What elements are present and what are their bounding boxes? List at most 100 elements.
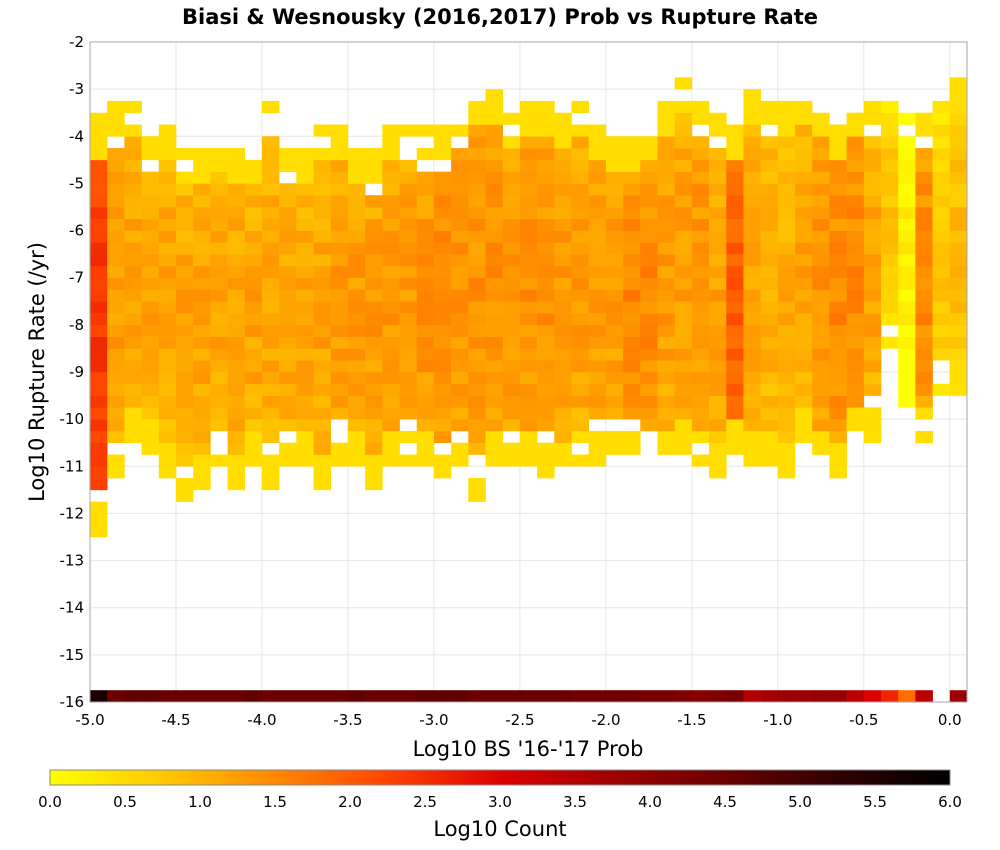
heatmap-cell	[365, 466, 383, 479]
heatmap-cell	[881, 112, 899, 125]
heatmap-cell	[347, 159, 366, 172]
heatmap-cell	[347, 218, 366, 231]
heatmap-cell	[519, 360, 538, 373]
heatmap-cell	[881, 207, 899, 220]
heatmap-cell	[743, 454, 761, 467]
heatmap-cell	[468, 100, 486, 114]
heatmap-cell	[846, 254, 865, 267]
heatmap-cell	[433, 466, 452, 479]
heatmap-cell	[777, 159, 796, 172]
heatmap-cell	[846, 148, 865, 161]
heatmap-cell	[124, 372, 142, 385]
heatmap-cell	[795, 195, 813, 208]
heatmap-cell	[537, 124, 555, 137]
heatmap-cell	[777, 324, 796, 337]
heatmap-cell	[210, 254, 228, 267]
heatmap-cell	[451, 148, 469, 161]
heatmap-cell	[107, 324, 125, 337]
heatmap-cell	[571, 183, 589, 196]
heatmap-cell	[90, 183, 108, 196]
heatmap-cell	[313, 372, 332, 385]
heatmap-cell	[468, 407, 486, 420]
heatmap-cell	[640, 395, 658, 408]
heatmap-cell	[932, 148, 951, 161]
heatmap-cell	[605, 277, 624, 290]
heatmap-cell	[382, 313, 400, 326]
heatmap-cell	[107, 466, 125, 479]
heatmap-cell	[743, 124, 761, 137]
heatmap-cell	[657, 112, 675, 125]
heatmap-cell	[193, 230, 211, 243]
heatmap-cell	[537, 218, 555, 231]
heatmap-cell	[605, 242, 624, 255]
heatmap-cell	[915, 195, 933, 208]
heatmap-cell	[829, 254, 847, 267]
heatmap-cell	[537, 183, 555, 196]
y-tick-label: -16	[60, 693, 85, 711]
heatmap-cell	[261, 372, 280, 385]
heatmap-cell	[347, 324, 366, 337]
heatmap-cell	[416, 148, 435, 161]
heatmap-cell	[829, 419, 847, 432]
heatmap-cell	[760, 100, 779, 114]
heatmap-cell	[846, 395, 865, 408]
heatmap-cell	[812, 171, 830, 184]
heatmap-cell	[640, 265, 658, 279]
heatmap-cell	[433, 407, 452, 420]
heatmap-cell	[158, 360, 177, 373]
heatmap-cell	[107, 148, 125, 161]
heatmap-cell	[519, 372, 538, 385]
heatmap-cell	[502, 242, 521, 255]
heatmap-cell	[709, 466, 727, 479]
heatmap-cell	[433, 148, 452, 161]
heatmap-cell	[210, 324, 228, 337]
heatmap-cell	[347, 336, 366, 349]
heatmap-cell	[451, 124, 469, 137]
heatmap-cell	[519, 136, 538, 149]
heatmap-cell	[795, 407, 813, 420]
heatmap-cell	[760, 136, 779, 149]
heatmap-cell	[485, 207, 504, 220]
heatmap-cell	[227, 383, 246, 396]
heatmap-cell	[898, 159, 916, 172]
heatmap-cell	[365, 313, 383, 326]
heatmap-cell	[588, 124, 607, 137]
heatmap-cell	[296, 454, 314, 467]
heatmap-cell	[451, 419, 469, 432]
heatmap-cell	[846, 159, 865, 172]
heatmap-cell	[451, 195, 469, 208]
heatmap-cell	[657, 183, 675, 196]
heatmap-cell	[227, 419, 246, 432]
heatmap-cell	[915, 218, 933, 231]
heatmap-cell	[812, 277, 830, 290]
zero-rate-cell	[313, 690, 332, 703]
heatmap-cell	[537, 336, 555, 349]
heatmap-cell	[691, 148, 710, 161]
zero-rate-cell	[175, 690, 194, 703]
heatmap-cell	[279, 254, 297, 267]
heatmap-cell	[537, 324, 555, 337]
heatmap-cell	[863, 100, 882, 114]
heatmap-cell	[175, 383, 194, 396]
heatmap-cell	[519, 183, 538, 196]
heatmap-cell	[915, 313, 933, 326]
heatmap-cell	[296, 277, 314, 290]
heatmap-cell	[365, 195, 383, 208]
heatmap-cell	[399, 372, 418, 385]
heatmap-cell	[124, 218, 142, 231]
heatmap-cell	[347, 265, 366, 279]
heatmap-cell	[502, 254, 521, 267]
heatmap-cell	[347, 254, 366, 267]
heatmap-cell	[537, 301, 555, 314]
heatmap-cell	[915, 242, 933, 255]
heatmap-cell	[502, 171, 521, 184]
heatmap-cell	[468, 360, 486, 373]
heatmap-cell	[829, 242, 847, 255]
heatmap-cell	[107, 383, 125, 396]
heatmap-cell	[296, 159, 314, 172]
heatmap-cell	[760, 218, 779, 231]
heatmap-cell	[605, 301, 624, 314]
heatmap-cell	[812, 207, 830, 220]
heatmap-cell	[90, 218, 108, 231]
heatmap-cell	[141, 360, 160, 373]
